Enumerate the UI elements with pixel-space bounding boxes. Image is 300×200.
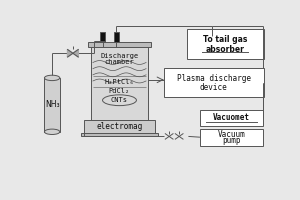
Text: pump: pump: [222, 136, 241, 145]
Text: Discharge: Discharge: [100, 53, 139, 59]
Text: PdCl₂: PdCl₂: [109, 88, 130, 94]
Text: Vacuomet: Vacuomet: [213, 113, 250, 122]
Bar: [44, 78, 60, 132]
Text: To tail gas: To tail gas: [203, 35, 248, 44]
Text: absorber: absorber: [206, 45, 245, 54]
Bar: [85, 120, 154, 133]
Bar: [187, 29, 264, 59]
Text: H₂PtCl₆: H₂PtCl₆: [105, 79, 134, 85]
Bar: [164, 68, 264, 97]
Text: CNTs: CNTs: [111, 97, 128, 103]
Text: chamber: chamber: [105, 60, 134, 66]
Text: Vacuum: Vacuum: [218, 130, 245, 139]
Ellipse shape: [103, 95, 136, 106]
Bar: [100, 32, 105, 42]
Text: electromag: electromag: [96, 122, 142, 131]
Bar: [200, 129, 263, 146]
Ellipse shape: [44, 129, 60, 134]
Bar: [114, 32, 119, 42]
Bar: [88, 42, 152, 47]
Ellipse shape: [44, 75, 60, 81]
Text: Plasma discharge: Plasma discharge: [177, 74, 251, 83]
Bar: [200, 110, 263, 126]
Text: NH₃: NH₃: [45, 100, 59, 109]
Text: device: device: [200, 83, 228, 92]
Polygon shape: [73, 49, 78, 57]
Bar: [81, 133, 158, 136]
Polygon shape: [68, 49, 73, 57]
Bar: [91, 47, 148, 120]
